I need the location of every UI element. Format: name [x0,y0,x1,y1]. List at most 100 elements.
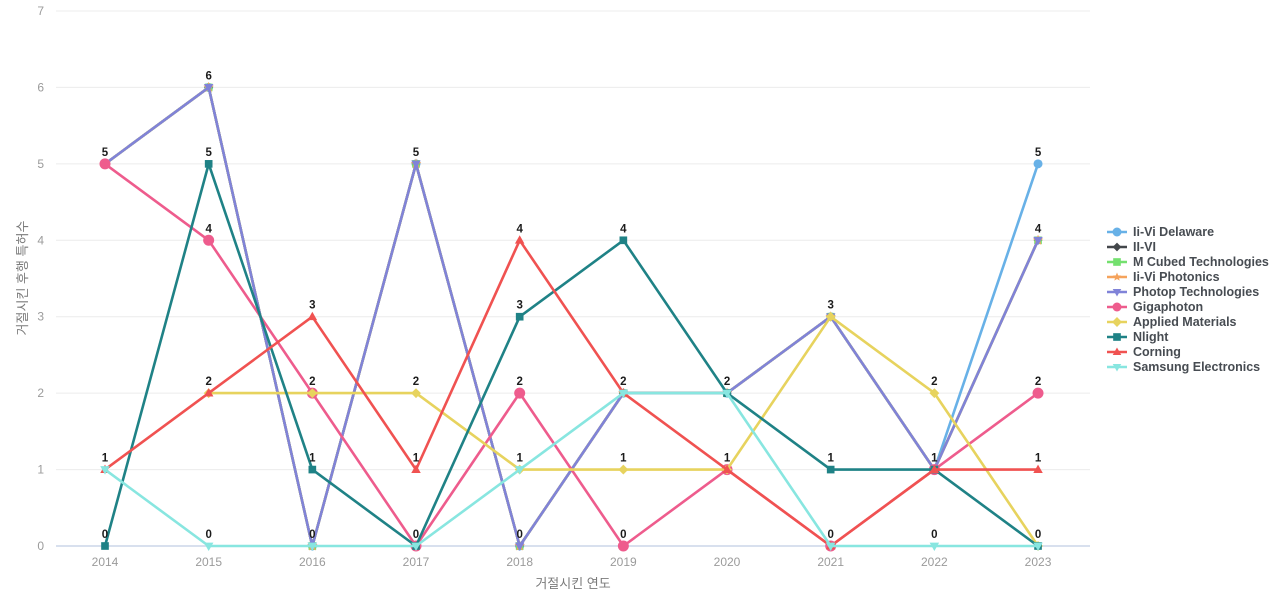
data-point-samsung-electronics-2016[interactable] [307,542,318,551]
series-line-applied-materials [207,315,1040,548]
point-value-label: 1 [516,453,523,465]
data-point-samsung-electronics-2021[interactable] [825,542,836,551]
point-value-label: 1 [620,453,627,465]
x-tick-label: 2015 [195,555,222,569]
legend-label: Photop Technologies [1133,284,1260,299]
legend-item-samsung-electronics[interactable]: Samsung Electronics [1106,359,1269,374]
data-point-nlight-2021[interactable] [826,465,835,474]
point-value-label: 2 [931,376,937,388]
point-value-label: 1 [931,453,938,465]
data-point-gigaphoton-2023[interactable] [1032,387,1044,399]
legend: Ii-Vi Delaware II-VI M Cubed Technologies I… [1106,224,1269,374]
y-tick-label: 3 [37,310,44,324]
point-value-label: 2 [309,376,315,388]
x-tick-label: 2014 [92,555,119,569]
legend-label: Nlight [1133,329,1169,344]
data-point-corning-2022[interactable] [929,464,940,473]
point-value-label: 3 [309,300,315,312]
point-value-label: 6 [205,70,211,82]
legend-marker-diamond-icon [1107,242,1127,251]
point-value-label: 1 [102,453,109,465]
data-point-samsung-electronics-2019[interactable] [618,389,629,399]
y-axis-title: 거절시킨 후행 특허수 [15,220,30,336]
point-value-label: 2 [413,376,419,388]
point-value-label: 5 [1035,147,1042,159]
data-point-gigaphoton-2015[interactable] [203,234,215,246]
point-value-label: 4 [205,223,212,235]
series-applied-materials [203,311,1043,551]
y-tick-label: 1 [37,463,44,477]
legend-label: Samsung Electronics [1133,359,1261,374]
data-point-applied-materials-2022[interactable] [929,388,940,399]
legend-marker-triangle-up-icon [1107,347,1127,355]
data-point-applied-materials-2017[interactable] [411,388,421,399]
point-value-label: 0 [827,529,833,541]
data-point-samsung-electronics-2017[interactable] [411,542,421,551]
data-point-nlight-2016[interactable] [308,465,317,474]
data-point-applied-materials-2016[interactable] [307,388,318,399]
point-value-label: 3 [827,300,833,312]
data-point-nlight-2015[interactable] [204,160,213,168]
legend-label: Ii-Vi Photonics [1133,269,1220,284]
legend-item-ii-vi-photonics[interactable]: Ii-Vi Photonics [1106,269,1269,284]
y-tick-label: 7 [37,4,44,18]
data-point-ii-vi-delaware-2023[interactable] [1033,159,1043,169]
legend-marker-triangle-down-icon [1107,288,1127,296]
legend-marker-diamond-icon [1107,316,1127,327]
data-point-corning-2017[interactable] [411,464,421,473]
data-point-applied-materials-2021[interactable] [825,311,836,322]
series-samsung-electronics [100,389,1043,551]
data-point-samsung-electronics-2022[interactable] [929,542,940,551]
data-point-photop-technologies-2018[interactable] [514,542,525,551]
data-point-applied-materials-2019[interactable] [618,464,629,475]
data-point-nlight-2019[interactable] [619,236,628,245]
data-point-corning-2016[interactable] [307,311,318,321]
point-value-label: 0 [309,529,315,541]
legend-label: Ii-Vi Delaware [1133,224,1215,239]
data-point-gigaphoton-2019[interactable] [617,540,629,552]
legend-marker-square-icon [1107,257,1127,266]
legend-item-photop-technologies[interactable]: Photop Technologies [1106,284,1269,299]
point-value-label: 1 [309,453,316,465]
legend-item-corning[interactable]: Corning [1106,344,1269,359]
data-point-samsung-electronics-2014[interactable] [100,466,110,475]
x-tick-label: 2018 [506,555,533,569]
data-point-corning-2018[interactable] [514,235,525,244]
x-tick-label: 2020 [714,555,741,569]
legend-label: Applied Materials [1133,314,1237,329]
data-point-photop-technologies-2017[interactable] [411,160,421,169]
point-value-label: 1 [724,453,731,465]
data-point-samsung-electronics-2018[interactable] [514,466,525,475]
data-point-photop-technologies-2023[interactable] [1033,236,1043,246]
legend-item-m-cubed-technologies[interactable]: M Cubed Technologies [1106,254,1269,269]
data-point-photop-technologies-2015[interactable] [203,84,214,93]
point-value-label: 0 [205,529,211,541]
x-tick-label: 2019 [610,555,637,569]
data-point-samsung-electronics-2020[interactable] [722,389,732,399]
point-value-label: 0 [1035,529,1041,541]
data-point-samsung-electronics-2023[interactable] [1033,542,1043,551]
data-point-gigaphoton-2018[interactable] [514,387,526,399]
point-value-label: 2 [724,376,730,388]
x-tick-label: 2023 [1025,555,1052,569]
point-value-label: 0 [620,529,626,541]
x-tick-label: 2016 [299,555,326,569]
legend-item-applied-materials[interactable]: Applied Materials [1106,314,1269,329]
series-line-corning [103,239,1040,548]
data-point-gigaphoton-2014[interactable] [99,158,111,170]
data-point-corning-2015[interactable] [203,388,214,397]
legend-item-nlight[interactable]: Nlight [1106,329,1269,344]
legend-item-gigaphoton[interactable]: Gigaphoton [1106,299,1269,314]
y-tick-label: 0 [37,539,44,553]
data-point-samsung-electronics-2015[interactable] [203,542,214,551]
point-value-label: 2 [205,376,211,388]
legend-label: Corning [1133,344,1181,359]
data-point-nlight-2018[interactable] [515,312,524,321]
data-point-corning-2020[interactable] [722,464,732,473]
legend-item-ii-vi[interactable]: II-VI [1106,239,1269,254]
data-point-corning-2023[interactable] [1033,464,1043,473]
legend-item-ii-vi-delaware[interactable]: Ii-Vi Delaware [1106,224,1269,239]
point-value-label: 0 [516,529,522,541]
data-point-nlight-2014[interactable] [101,542,109,550]
